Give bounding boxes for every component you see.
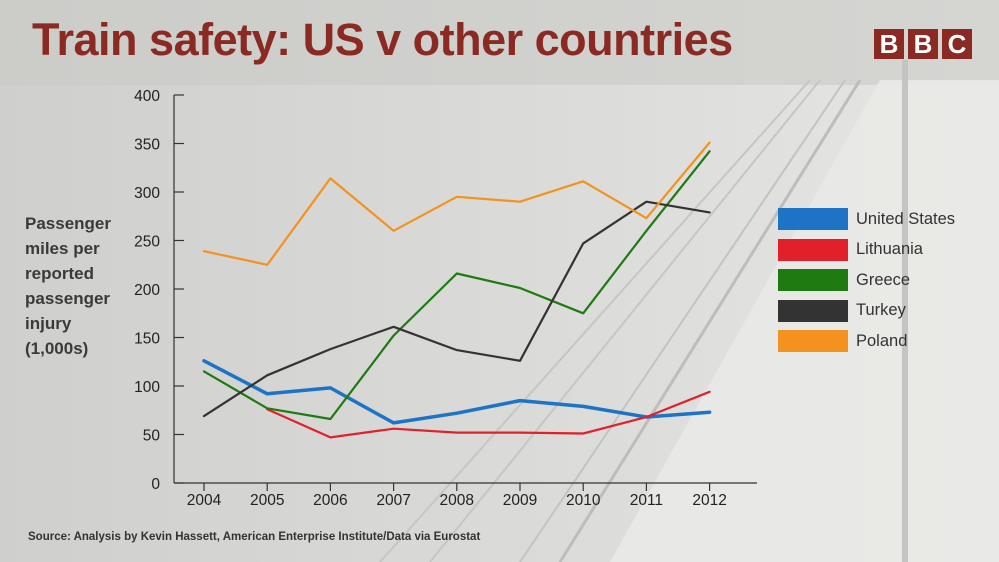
legend-swatch — [778, 299, 848, 322]
page-title: Train safety: US v other countries — [32, 14, 733, 65]
x-tick-label: 2004 — [187, 492, 222, 509]
legend-label: Greece — [856, 270, 911, 289]
source-note: Source: Analysis by Kevin Hassett, Ameri… — [28, 531, 481, 543]
series-line-united-states — [202, 359, 712, 425]
legend-item: Poland — [778, 326, 955, 357]
y-tick-label: 100 — [134, 379, 160, 396]
logo-letter-b1: B — [874, 29, 904, 59]
legend-swatch — [778, 238, 848, 261]
legend-item: United States — [778, 204, 955, 235]
legend-label: United States — [856, 209, 956, 228]
x-tick-label: 2012 — [692, 492, 726, 509]
legend-swatch — [778, 269, 848, 292]
y-tick-label: 200 — [134, 282, 160, 299]
series-line-greece — [202, 150, 711, 421]
legend-item: Greece — [778, 265, 955, 296]
y-tick-label: 350 — [134, 137, 160, 154]
legend-item: Turkey — [778, 296, 955, 327]
x-tick-label: 2006 — [313, 492, 347, 509]
bbc-logo: B B C — [874, 29, 972, 59]
y-axis-label: Passenger miles per reported passenger i… — [25, 214, 111, 358]
y-tick-label: 400 — [134, 88, 160, 105]
logo-letter-b2: B — [908, 29, 938, 59]
x-tick-label: 2007 — [376, 492, 410, 509]
series-line-lithuania — [266, 390, 711, 439]
chart-axes: 0 50 100 150 200 250 300 350 400 2004 2005 2006 2007… — [134, 88, 757, 509]
legend-label: Poland — [856, 331, 908, 350]
legend-swatch — [778, 208, 848, 231]
legend-item: Lithuania — [778, 235, 955, 266]
x-tick-label: 2009 — [503, 492, 537, 509]
x-tick-label: 2008 — [440, 492, 474, 509]
y-tick-label: 50 — [143, 428, 161, 445]
y-tick-label: 0 — [151, 476, 160, 493]
x-tick-label: 2010 — [566, 492, 601, 509]
x-tick-label: 2005 — [250, 492, 284, 509]
legend-label: Lithuania — [856, 240, 923, 259]
logo-letter-c: C — [942, 29, 972, 59]
legend-swatch — [778, 330, 848, 353]
x-tick-label: 2011 — [630, 492, 663, 509]
chart-series-lines — [202, 141, 712, 439]
series-line-turkey — [202, 200, 711, 418]
chart-legend: United States Lithuania Greece Turkey Poland — [778, 204, 955, 357]
legend-label: Turkey — [856, 301, 906, 320]
y-tick-label: 250 — [134, 234, 160, 251]
series-line-poland — [202, 141, 711, 266]
y-tick-label: 150 — [134, 331, 160, 348]
y-tick-label: 300 — [134, 185, 160, 202]
